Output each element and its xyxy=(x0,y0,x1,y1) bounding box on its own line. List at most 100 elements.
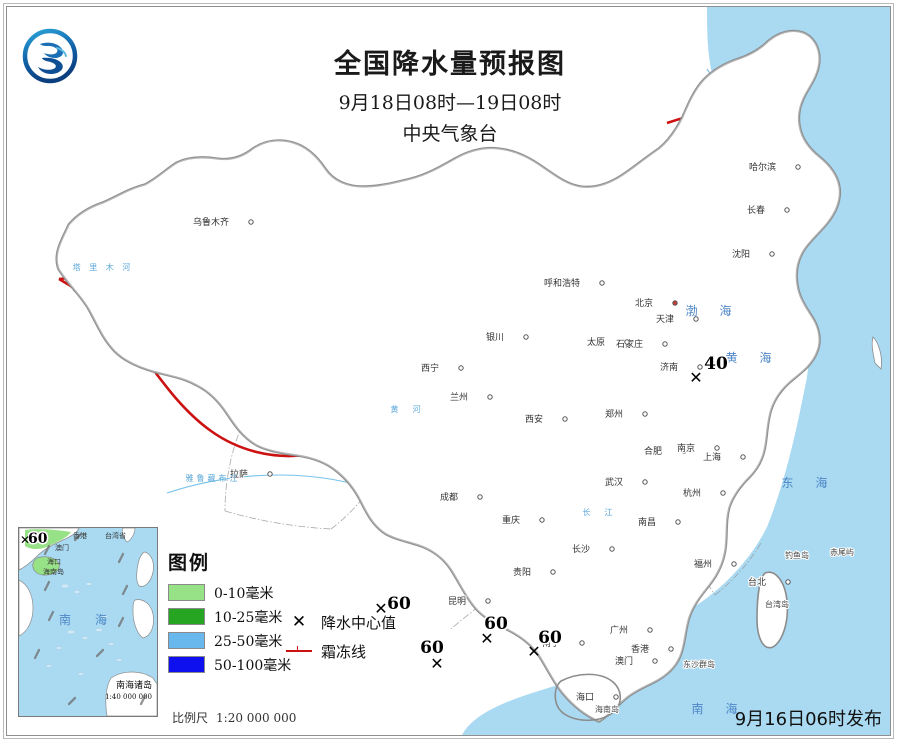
city-marker xyxy=(785,579,791,585)
precip-center-marker: ✕ xyxy=(480,629,493,648)
city-label: 长春 xyxy=(747,204,765,216)
city-label: 贵阳 xyxy=(513,566,531,578)
forecast-period: 9月18日08时—19日08时 xyxy=(338,92,562,114)
island-label: 东沙群岛 xyxy=(683,659,715,669)
sea-label: 南 海 xyxy=(691,701,742,716)
legend-symbol-label: 降水中心值 xyxy=(321,613,397,632)
legend-item-label: 10-25毫米 xyxy=(214,609,283,626)
precip-center-icon: ✕ xyxy=(291,612,307,632)
city-marker xyxy=(662,341,668,347)
city-marker xyxy=(579,640,585,646)
city-label: 澳门 xyxy=(615,655,633,667)
legend-item: 50-100毫米 xyxy=(168,654,398,675)
inset-caption-scale: 1:40 000 000 xyxy=(105,693,152,701)
city-label: 长沙 xyxy=(572,543,590,555)
legend-symbol-row: ✕ 降水中心值 xyxy=(286,610,396,634)
city-marker xyxy=(784,207,790,213)
city-marker xyxy=(624,339,630,345)
city-label: 沈阳 xyxy=(732,248,750,260)
island-label: 海南岛 xyxy=(595,704,619,714)
city-marker xyxy=(647,627,653,633)
precip-center-value: 60 xyxy=(484,614,508,634)
city-marker xyxy=(458,365,464,371)
city-label: 杭州 xyxy=(683,487,701,499)
city-marker xyxy=(609,546,615,552)
city-label: 香港 xyxy=(631,643,649,655)
map-canvas[interactable]: 乌鲁木齐 拉萨 西宁 兰州 银川 呼和浩特 北京 天津 石家庄 太原 济南 郑州 西安 成都 重庆 武汉 合肥南… xyxy=(7,7,890,735)
inset-label: 海南岛 xyxy=(43,567,64,576)
city-label: 台北 xyxy=(748,576,766,588)
city-label: 南宁 xyxy=(542,637,560,649)
river-label: 塔 里 木 河 xyxy=(73,262,134,272)
legend-color-swatch xyxy=(168,632,205,649)
city-label: 武汉 xyxy=(605,476,623,488)
inset-label: 澳门 xyxy=(55,543,69,552)
legend-color-swatch xyxy=(168,656,205,673)
inset-caption-title: 南海诸岛 xyxy=(115,681,152,691)
city-marker xyxy=(485,598,491,604)
cma-dragon-logo xyxy=(22,28,78,84)
city-label: 西宁 xyxy=(421,362,439,374)
city-marker xyxy=(740,454,746,460)
city-label: 太原 xyxy=(587,336,605,348)
city-marker xyxy=(550,569,556,575)
city-label: 福州 xyxy=(694,558,712,570)
city-label: 郑州 xyxy=(605,408,623,420)
issuing-organization: 中央气象台 xyxy=(402,123,498,145)
legend-item: 10-25毫米 xyxy=(168,606,398,627)
inset-label: 海口 xyxy=(47,557,61,566)
city-label: 拉萨 xyxy=(230,468,248,480)
city-marker xyxy=(613,694,619,700)
precip-center-marker: ✕ xyxy=(527,642,540,661)
precip-center-marker: ✕ xyxy=(430,654,443,673)
page-title: 全国降水量预报图 xyxy=(334,49,566,80)
precip-center-marker: ✕ xyxy=(689,368,702,387)
title-block: 全国降水量预报图 9月18日08时—19日08时 中央气象台 xyxy=(250,48,650,148)
city-label: 济南 xyxy=(660,361,678,373)
scale-value: 1:20 000 000 xyxy=(216,711,297,725)
city-marker xyxy=(795,164,801,170)
legend-item: 0-10毫米 xyxy=(168,582,398,603)
south-china-sea-inset[interactable]: 南 海 香港 台湾省 澳门 海口 海南岛 60 ✕ 南海诸岛 1:40 000 … xyxy=(18,527,158,717)
city-label: 天津 xyxy=(656,314,674,325)
svg-text:南 海: 南 海 xyxy=(59,612,113,627)
city-label: 乌鲁木齐 xyxy=(193,216,229,228)
city-label: 兰州 xyxy=(450,391,468,403)
frost-line-icon xyxy=(286,646,312,652)
city-marker xyxy=(523,334,529,340)
city-label: 昆明 xyxy=(448,596,466,607)
river-label: 雅鲁藏布江 xyxy=(186,473,241,483)
legend-title: 图例 xyxy=(168,552,211,574)
city-marker xyxy=(731,561,737,567)
city-marker xyxy=(487,394,493,400)
city-marker xyxy=(642,411,648,417)
svg-text:✕: ✕ xyxy=(20,533,30,547)
legend-symbol-row: 霜冻线 xyxy=(286,639,396,663)
legend-panel: 图例 0-10毫米 10-25毫米 25-50毫米 50-100毫米 ✕ 降水中心值 霜冻… xyxy=(168,548,398,683)
city-label: 海口 xyxy=(576,691,594,703)
legend-symbol-label: 霜冻线 xyxy=(321,642,367,661)
city-label: 上海 xyxy=(703,451,721,463)
island-label: 台湾岛 xyxy=(765,599,789,609)
city-marker xyxy=(599,280,605,286)
island-label: 赤尾屿 xyxy=(830,548,854,557)
river-label: 黄 河 xyxy=(391,404,424,414)
precip-center-value: 60 xyxy=(387,594,411,614)
legend-item: 25-50毫米 xyxy=(168,630,398,651)
precip-center-marker: ✕ xyxy=(374,599,387,618)
legend-item-label: 50-100毫米 xyxy=(214,657,292,674)
city-marker xyxy=(652,658,658,664)
city-label: 南昌 xyxy=(638,516,656,528)
inset-caption: 南海诸岛 1:40 000 000 xyxy=(105,681,152,703)
city-marker xyxy=(267,471,273,477)
city-label: 北京 xyxy=(635,297,653,309)
scale-label: 比例尺 xyxy=(172,711,209,725)
sea-label: 黄 海 xyxy=(725,350,776,365)
legend-color-swatch xyxy=(168,608,205,625)
city-label: 呼和浩特 xyxy=(544,277,580,289)
legend-items: 0-10毫米 10-25毫米 25-50毫米 50-100毫米 xyxy=(168,582,398,675)
city-label: 哈尔滨 xyxy=(749,161,776,173)
city-label: 石家庄 xyxy=(616,338,643,350)
island-label: 钓鱼岛 xyxy=(785,550,809,560)
precip-center-value: 60 xyxy=(420,638,444,658)
